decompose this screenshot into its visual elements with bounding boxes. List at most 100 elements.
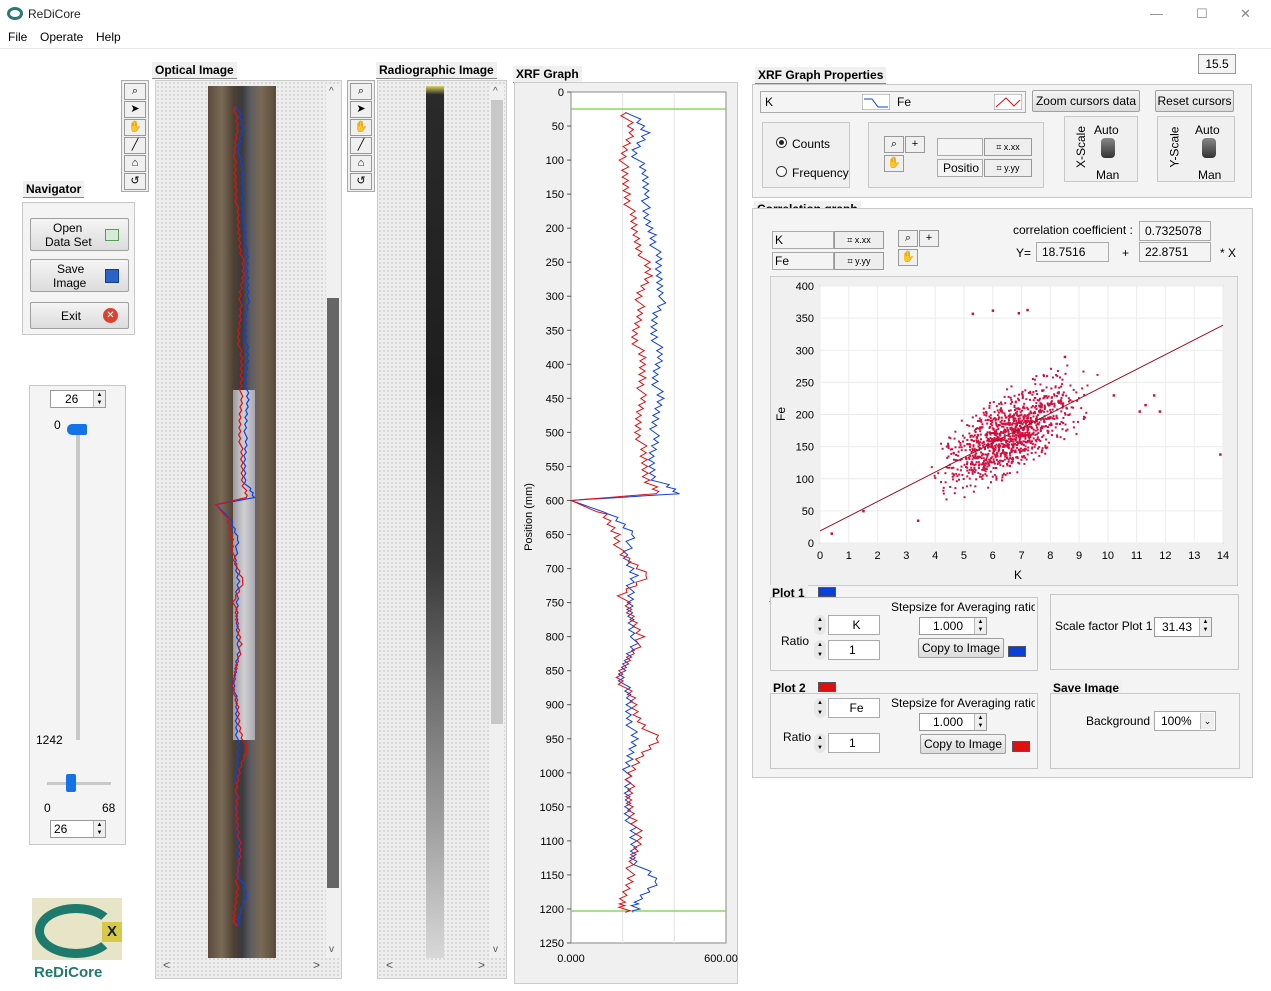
zoom-tool-icon[interactable]: ⌕ (124, 83, 146, 100)
menu-file[interactable]: File (8, 30, 28, 44)
plot1-copy-color-swatch[interactable] (1008, 646, 1026, 657)
rad-hscroll-right[interactable]: > (478, 958, 486, 972)
reset-cursors-button[interactable]: Reset cursors (1155, 90, 1234, 112)
series2-line-style-icon[interactable] (994, 94, 1022, 110)
vertical-slider-track[interactable] (76, 428, 80, 740)
corr-x-series-field[interactable]: K (772, 231, 834, 249)
corr-point (980, 454, 983, 457)
series1-field[interactable]: K Fe (760, 91, 1026, 113)
optical-vscroll-down[interactable]: v (329, 944, 334, 955)
corr-point (1003, 420, 1006, 422)
corr-point (1067, 414, 1070, 416)
optical-hscroll-right[interactable]: > (313, 958, 321, 972)
bottom-position-spinner[interactable]: ▲ ▼ (93, 821, 105, 837)
plot2-denominator-spinner[interactable]: ▲ ▼ (814, 733, 826, 753)
rad-vscroll-down[interactable]: v (493, 944, 498, 955)
plot2-color-swatch[interactable] (818, 682, 836, 692)
polyline-tool-icon[interactable]: ⌂ (124, 155, 146, 172)
top-position-spinner[interactable]: ▲ ▼ (93, 391, 105, 407)
corr-crosshair-icon[interactable]: + (919, 230, 939, 247)
menu-help[interactable]: Help (96, 30, 121, 44)
rad-line-tool-icon[interactable]: ╱ (350, 137, 372, 154)
rad-hscroll-left[interactable]: < (386, 958, 394, 972)
counts-radio[interactable] (776, 137, 787, 148)
correlation-scatter-chart[interactable]: 0 1 2 3 4 5 6 7 8 9 10 11 12 13 1405010015020025030035… (770, 276, 1238, 586)
plot1-denominator-field[interactable]: 1 (828, 640, 880, 660)
corr-zoom-icon[interactable]: ⌕ (898, 230, 918, 247)
corr-point (1028, 431, 1031, 434)
corr-y-format-icon[interactable]: ⌗ y.yy (834, 252, 884, 270)
bottom-position-input[interactable]: 26 ▲ ▼ (50, 820, 106, 838)
scale-factor-input[interactable]: 31.43 ▲ ▼ (1154, 617, 1212, 637)
plot2-copy-to-image-button[interactable]: Copy to Image (920, 734, 1006, 754)
rad-pan-tool-icon[interactable]: ✋ (350, 119, 372, 136)
optical-vscroll-up[interactable]: ^ (329, 86, 334, 97)
rad-polyline-tool-icon[interactable]: ⌂ (350, 155, 372, 172)
background-select[interactable]: 100% ⌄ (1154, 711, 1216, 731)
plot2-denominator-field[interactable]: 1 (828, 733, 880, 753)
xrf-graph[interactable]: 0 50 100 150 200 250 300 350 400 450 500 550 600 650 7… (514, 82, 738, 984)
plot2-numerator-field[interactable]: Fe (828, 698, 880, 718)
menu-operate[interactable]: Operate (40, 30, 84, 44)
series1-line-style-icon[interactable] (862, 94, 890, 110)
line-tool-icon[interactable]: ╱ (124, 137, 146, 154)
rad-zoom-tool-icon[interactable]: ⌕ (350, 83, 372, 100)
corr-y-series-field[interactable]: Fe (772, 252, 834, 270)
y-scale-toggle-switch[interactable] (1202, 138, 1216, 158)
plot2-stepsize-spinner[interactable]: ▲ ▼ (974, 714, 986, 730)
maximize-button[interactable]: ☐ (1196, 6, 1208, 21)
rad-vscroll-thumb[interactable] (491, 100, 503, 724)
corr-point (1029, 434, 1032, 437)
plot1-stepsize-spinner[interactable]: ▲ ▼ (974, 618, 986, 634)
save-image-button[interactable]: Save Image (30, 259, 129, 292)
plot2-copy-color-swatch[interactable] (1012, 741, 1030, 752)
y-axis-format-icon[interactable]: ⌗ y.yy (984, 159, 1032, 177)
rad-vscroll-up[interactable]: ^ (493, 86, 498, 97)
xrf-crosshair-icon[interactable]: + (905, 136, 925, 153)
horizontal-slider-track[interactable] (47, 782, 111, 785)
corr-point (1014, 449, 1017, 452)
scale-factor-spinner[interactable]: ▲ ▼ (1199, 618, 1211, 636)
plot1-numerator-field[interactable]: K (828, 615, 880, 635)
plot2-numerator-spinner[interactable]: ▲ ▼ (814, 698, 826, 718)
plot1-numerator-spinner[interactable]: ▲ ▼ (814, 615, 826, 635)
optical-vscroll-thumb[interactable] (327, 298, 339, 888)
corr-point (972, 445, 975, 448)
plot1-color-swatch[interactable] (818, 587, 836, 597)
top-position-input[interactable]: 26 ▲ ▼ (50, 390, 106, 408)
plot1-copy-to-image-button[interactable]: Copy to Image (918, 638, 1004, 658)
exit-button[interactable]: Exit ✕ (30, 302, 129, 329)
position-field[interactable]: Positio (937, 159, 983, 177)
corr-point (1037, 431, 1040, 434)
xrf-zoom-icon[interactable]: ⌕ (884, 136, 904, 153)
corr-x-format-icon[interactable]: ⌗ x.xx (834, 231, 884, 249)
x-scale-toggle-switch[interactable] (1101, 138, 1115, 158)
minimize-button[interactable]: — (1150, 6, 1163, 21)
plot2-stepsize-input[interactable]: 1.000 ▲ ▼ (919, 713, 987, 731)
xrf-pan-icon[interactable]: ✋ (884, 155, 904, 172)
corr-point (1000, 407, 1003, 410)
vertical-slider-thumb[interactable] (67, 424, 87, 435)
rad-freehand-tool-icon[interactable]: ↺ (350, 173, 372, 190)
corr-pan-icon[interactable]: ✋ (898, 249, 918, 266)
corr-point (978, 417, 981, 420)
x-axis-format-icon[interactable]: ⌗ x.xx (984, 138, 1032, 156)
freehand-tool-icon[interactable]: ↺ (124, 173, 146, 190)
x-axis-format-field[interactable] (937, 138, 983, 156)
corr-point (1041, 417, 1044, 420)
frequency-radio[interactable] (776, 166, 787, 177)
pointer-tool-icon[interactable]: ➤ (124, 101, 146, 118)
horizontal-slider-thumb[interactable] (66, 774, 76, 792)
optical-hscroll-left[interactable]: < (163, 958, 171, 972)
plot1-stepsize-input[interactable]: 1.000 ▲ ▼ (919, 617, 987, 635)
open-data-set-button[interactable]: Open Data Set (30, 218, 129, 251)
corr-point (1035, 433, 1038, 436)
chevron-down-icon[interactable]: ⌄ (1200, 713, 1214, 729)
rad-pointer-tool-icon[interactable]: ➤ (350, 101, 372, 118)
plot1-denominator-spinner[interactable]: ▲ ▼ (814, 640, 826, 660)
close-button[interactable]: ✕ (1240, 6, 1251, 21)
radiographic-image-label: Radiographic Image (376, 62, 497, 79)
corr-point (1010, 437, 1013, 440)
pan-tool-icon[interactable]: ✋ (124, 119, 146, 136)
zoom-cursors-data-button[interactable]: Zoom cursors data (1032, 90, 1140, 112)
